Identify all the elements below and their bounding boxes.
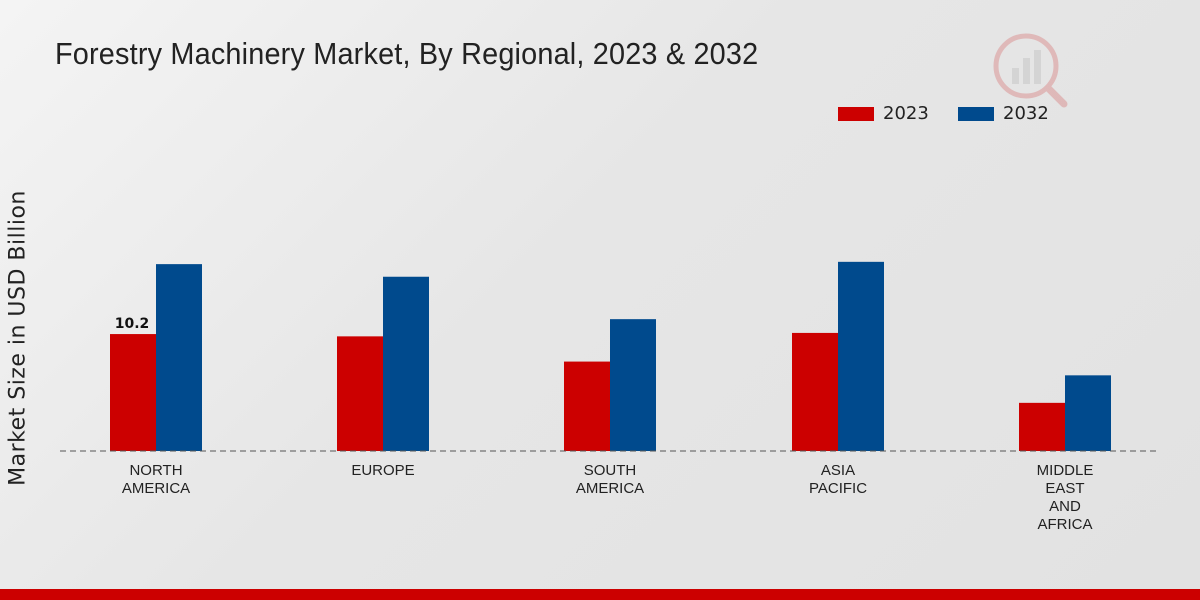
bar-2023-2 — [564, 361, 610, 451]
bar-2023-0 — [110, 334, 156, 451]
legend-label-2032: 2032 — [1003, 103, 1049, 124]
legend-item-2032: 2032 — [958, 103, 1049, 124]
data-label-0: 10.2 — [115, 316, 150, 332]
bar-2032-0 — [156, 264, 202, 451]
x-tick-label-3: ASIA PACIFIC — [809, 462, 867, 497]
chart-title: Forestry Machinery Market, By Regional, … — [55, 36, 759, 71]
watermark-logo-icon — [993, 33, 1068, 108]
bar-2023-4 — [1019, 402, 1065, 451]
bar-2023-3 — [792, 332, 838, 451]
x-tick-label-1: EUROPE — [351, 462, 414, 479]
legend-swatch-2032 — [958, 106, 994, 121]
bottom-accent-bar — [0, 589, 1200, 600]
bar-2023-1 — [337, 336, 383, 451]
legend-item-2023: 2023 — [838, 103, 929, 124]
bar-2032-3 — [838, 261, 884, 451]
legend-label-2023: 2023 — [883, 103, 929, 124]
legend-swatch-2023 — [838, 106, 874, 121]
x-tick-label-2: SOUTH AMERICA — [576, 462, 644, 497]
x-tick-label-0: NORTH AMERICA — [122, 462, 190, 497]
x-tick-label-4: MIDDLE EAST AND AFRICA — [1037, 462, 1094, 533]
bar-2032-2 — [610, 319, 656, 451]
bar-2032-4 — [1065, 375, 1111, 451]
bar-2032-1 — [383, 276, 429, 451]
